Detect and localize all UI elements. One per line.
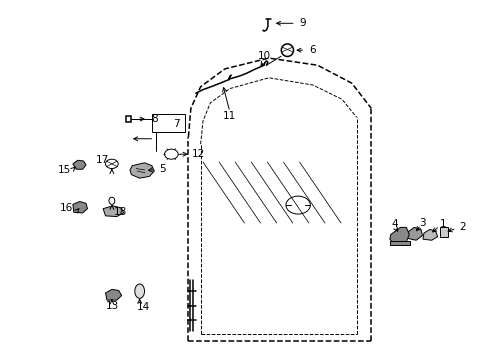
Text: 9: 9: [299, 18, 305, 28]
Bar: [389, 241, 409, 245]
Text: 7: 7: [173, 119, 179, 129]
Polygon shape: [389, 227, 408, 243]
Polygon shape: [105, 289, 122, 300]
Bar: [439, 227, 447, 237]
Text: 13: 13: [106, 301, 119, 311]
Text: 6: 6: [309, 45, 315, 55]
Text: 14: 14: [136, 302, 149, 312]
Text: 17: 17: [95, 155, 108, 165]
Text: 12: 12: [191, 149, 204, 159]
Text: 1: 1: [439, 219, 446, 229]
Text: 11: 11: [223, 111, 236, 121]
Text: 18: 18: [113, 207, 126, 217]
Text: 2: 2: [459, 222, 466, 231]
Text: 8: 8: [151, 114, 158, 124]
Polygon shape: [73, 160, 86, 169]
Text: 3: 3: [418, 218, 425, 228]
Text: 5: 5: [159, 164, 165, 174]
Polygon shape: [73, 202, 87, 213]
Ellipse shape: [135, 284, 144, 298]
Text: 15: 15: [58, 165, 71, 175]
Text: 10: 10: [257, 51, 270, 61]
Polygon shape: [130, 163, 154, 178]
Polygon shape: [103, 206, 123, 217]
Bar: [126, 116, 131, 122]
Text: 4: 4: [390, 219, 397, 229]
Text: 16: 16: [60, 203, 73, 213]
Polygon shape: [422, 229, 437, 240]
Bar: [152, 114, 184, 132]
Polygon shape: [406, 227, 422, 240]
